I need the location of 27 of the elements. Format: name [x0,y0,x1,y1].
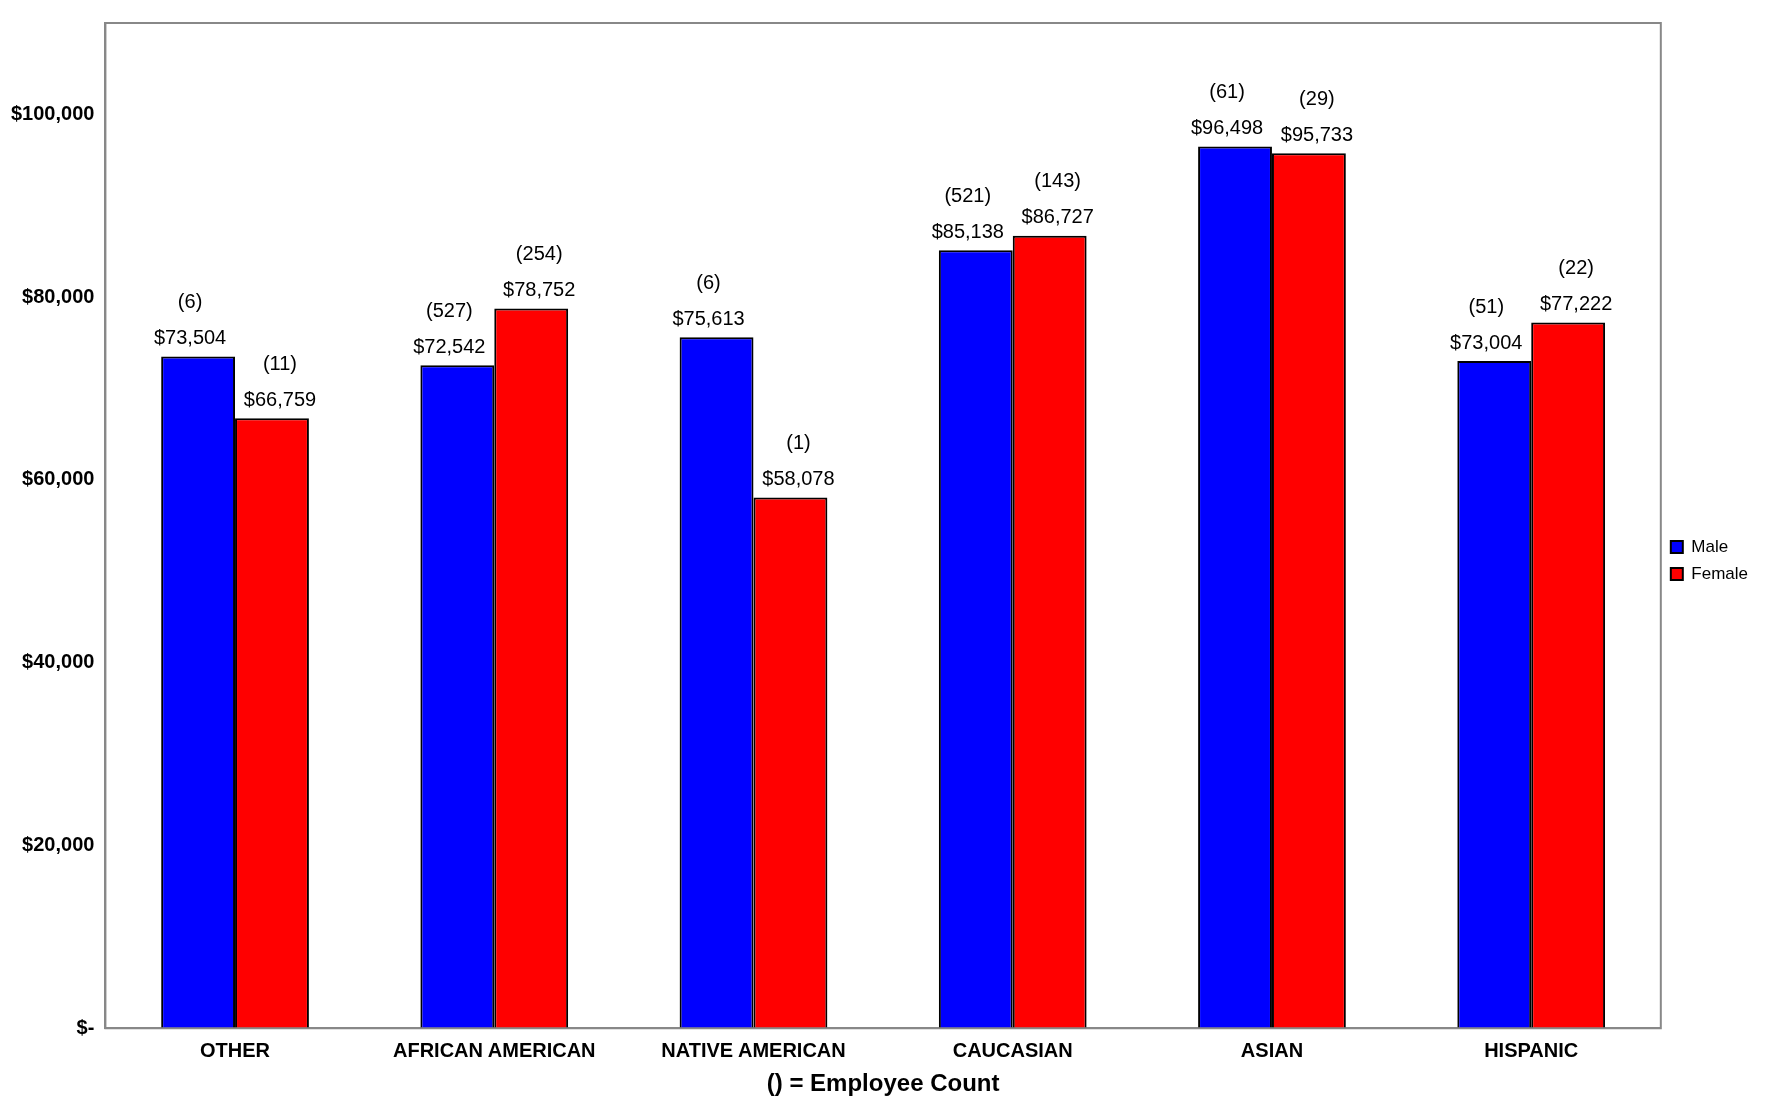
data-label: (143) $86,727 [1021,169,1094,228]
data-label: (1) $58,078 [762,430,835,489]
data-label: (29) $95,733 [1280,86,1354,145]
x-tick-label: CAUCASIAN [952,1038,1073,1061]
y-tick-label: $40,000 [22,650,95,673]
data-label: (61) $96,498 [1190,79,1264,138]
legend-label: Male [1691,536,1729,556]
legend-label: Female [1691,563,1748,583]
y-tick-label: $- [76,1015,95,1038]
x-axis-title: () = Employee Count [766,1069,1000,1097]
data-label: (22) $77,222 [1539,256,1613,315]
x-tick-label: NATIVE AMERICAN [661,1038,846,1061]
data-label: (521) $85,138 [931,183,1004,242]
data-label: (51) $73,004 [1450,294,1523,353]
data-label: (527) $72,542 [413,298,486,357]
x-tick-label: OTHER [200,1038,271,1061]
x-tick-label: HISPANIC [1484,1038,1579,1061]
y-tick-label: $20,000 [22,832,95,855]
data-label: (6) $73,504 [153,290,227,349]
x-tick-label: ASIAN [1240,1038,1304,1061]
data-label: (11) $66,759 [243,351,317,410]
data-label: (254) $78,752 [503,242,576,301]
y-tick-label: $60,000 [22,467,95,490]
data-label: (6) $75,613 [672,270,745,329]
y-tick-label: $100,000 [11,101,95,124]
y-tick-label: $80,000 [22,284,95,307]
x-tick-label: AFRICAN AMERICAN [392,1038,596,1061]
